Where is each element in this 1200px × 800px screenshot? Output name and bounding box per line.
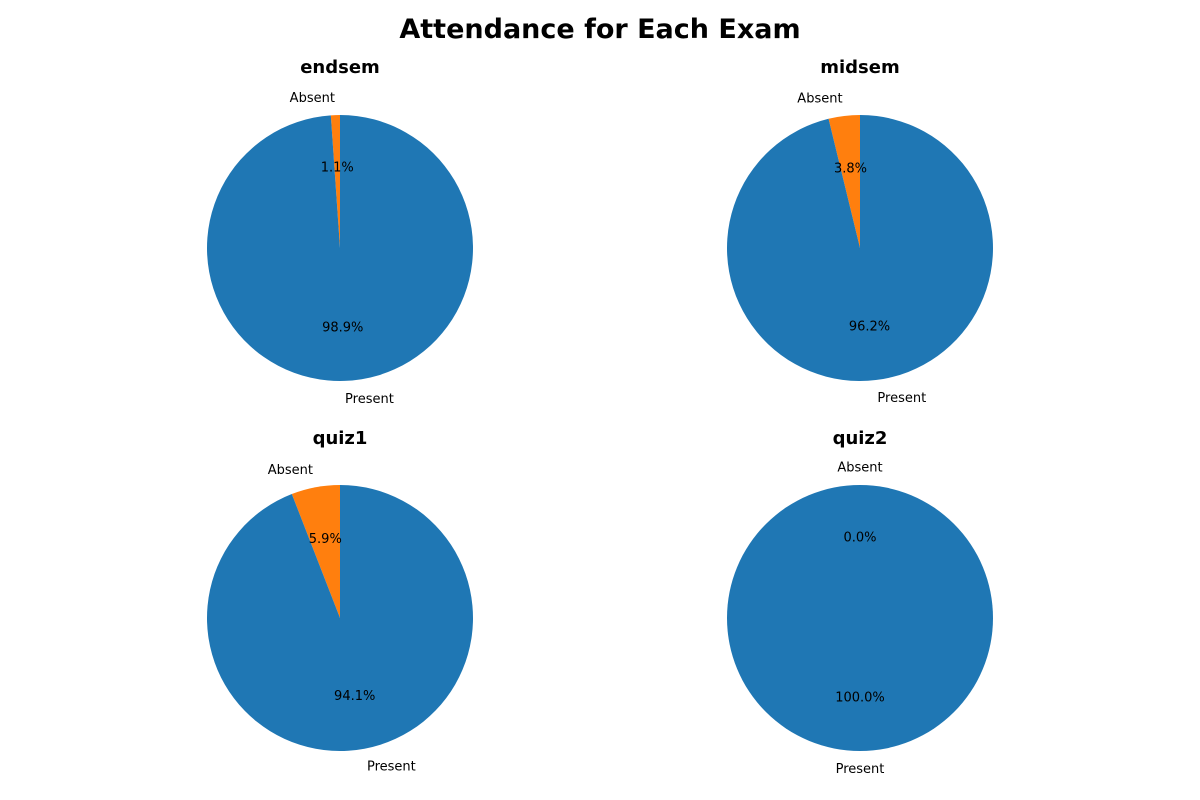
pie-pct-quiz1-absent: 5.9% <box>309 532 342 547</box>
pie-slices-quiz2 <box>727 485 993 751</box>
pie-slice-endsem-absent <box>330 115 340 248</box>
pie-label-quiz1-absent: Absent <box>268 463 313 478</box>
pie-pct-midsem-present: 96.2% <box>849 320 890 335</box>
pie-pct-midsem-absent: 3.8% <box>834 161 867 176</box>
pie-title-endsem: endsem <box>300 57 380 78</box>
pie-label-quiz2-present: Present <box>836 762 885 777</box>
pie-label-midsem-absent: Absent <box>797 92 842 107</box>
pie-slices-endsem <box>206 115 473 381</box>
pie-slice-quiz1-absent <box>291 485 340 618</box>
pie-title-midsem: midsem <box>820 57 900 78</box>
pie-slice-midsem-present <box>727 115 993 382</box>
pie-slice-quiz2-present <box>727 485 993 751</box>
pie-chart-quiz2: quiz2 Absent Present 0.0% 100.0% <box>727 428 993 777</box>
pie-slice-endsem-present <box>206 115 473 381</box>
pie-slices-quiz1 <box>206 485 473 752</box>
figure-title: Attendance for Each Exam <box>399 14 800 45</box>
pie-label-endsem-present: Present <box>345 392 394 407</box>
pie-label-midsem-present: Present <box>877 391 926 406</box>
pie-pct-quiz1-present: 94.1% <box>334 689 375 704</box>
pie-pct-quiz2-present: 100.0% <box>835 690 885 705</box>
pie-chart-endsem: endsem Absent Present 1.1% 98.9% <box>206 57 473 407</box>
pie-pct-endsem-present: 98.9% <box>322 320 363 335</box>
pie-slice-midsem-absent <box>828 115 860 248</box>
pie-label-endsem-absent: Absent <box>290 91 335 106</box>
pie-label-quiz2-absent: Absent <box>837 461 882 476</box>
pie-chart-quiz1: quiz1 Absent Present 5.9% 94.1% <box>206 428 473 775</box>
pie-slice-quiz1-present <box>206 485 473 752</box>
pie-slices-midsem <box>727 115 993 382</box>
pie-label-quiz1-present: Present <box>367 760 416 775</box>
pie-title-quiz1: quiz1 <box>313 428 368 449</box>
pie-chart-midsem: midsem Absent Present 3.8% 96.2% <box>727 57 993 406</box>
pie-pct-endsem-absent: 1.1% <box>321 161 354 176</box>
pie-pct-quiz2-absent: 0.0% <box>843 531 876 546</box>
pie-title-quiz2: quiz2 <box>833 428 888 449</box>
